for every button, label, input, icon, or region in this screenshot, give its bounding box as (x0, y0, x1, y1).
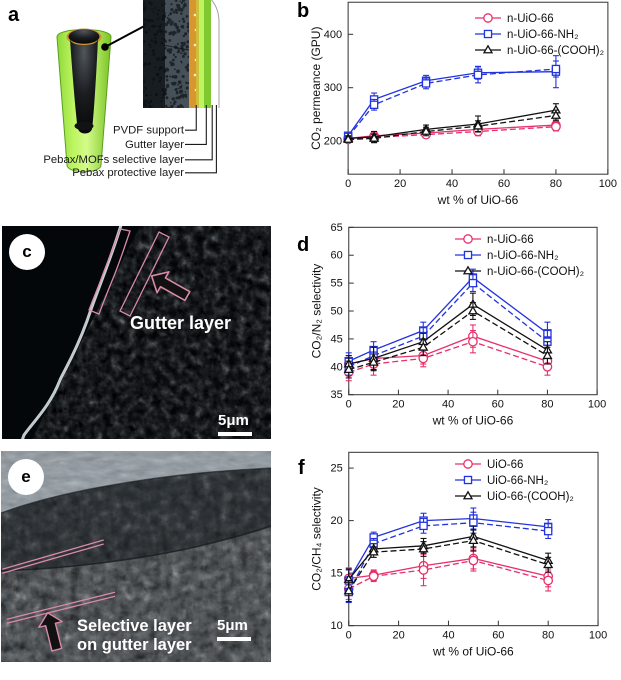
svg-text:20: 20 (392, 399, 404, 411)
svg-text:25: 25 (330, 463, 342, 475)
svg-text:Pebax protective layer: Pebax protective layer (72, 167, 184, 179)
svg-text:100: 100 (588, 399, 606, 411)
svg-text:60: 60 (498, 178, 510, 190)
svg-text:PVDF support: PVDF support (113, 125, 185, 137)
svg-text:n-UiO-66-(COOH)₂: n-UiO-66-(COOH)₂ (507, 45, 604, 57)
svg-text:wt % of UiO-66: wt % of UiO-66 (432, 414, 514, 428)
svg-text:35: 35 (330, 389, 342, 401)
svg-text:80: 80 (542, 630, 554, 642)
svg-text:40: 40 (442, 630, 454, 642)
svg-text:n-UiO-66-NH₂: n-UiO-66-NH₂ (487, 250, 559, 262)
svg-text:UiO-66-NH₂: UiO-66-NH₂ (487, 475, 548, 487)
svg-text:60: 60 (330, 250, 342, 262)
svg-text:300: 300 (324, 82, 342, 94)
svg-text:45: 45 (330, 333, 342, 345)
svg-text:50: 50 (330, 306, 342, 318)
svg-text:0: 0 (346, 399, 352, 411)
svg-text:CO₂ permeance (GPU): CO₂ permeance (GPU) (309, 27, 323, 150)
svg-text:n-UiO-66-(COOH)₂: n-UiO-66-(COOH)₂ (487, 266, 584, 278)
svg-text:Pebax/MOFs selective layer: Pebax/MOFs selective layer (43, 154, 184, 166)
svg-text:40: 40 (446, 178, 458, 190)
svg-text:UiO-66-(COOH)₂: UiO-66-(COOH)₂ (487, 491, 574, 503)
svg-text:100: 100 (599, 178, 617, 190)
svg-text:n-UiO-66: n-UiO-66 (507, 13, 554, 25)
svg-text:20: 20 (394, 178, 406, 190)
svg-text:wt % of UiO-66: wt % of UiO-66 (437, 193, 519, 207)
svg-text:80: 80 (550, 178, 562, 190)
svg-text:55: 55 (330, 278, 342, 290)
svg-text:n-UiO-66: n-UiO-66 (487, 234, 534, 246)
svg-text:60: 60 (492, 399, 504, 411)
svg-text:60: 60 (492, 630, 504, 642)
svg-text:CO₂/N₂ selectivity: CO₂/N₂ selectivity (310, 264, 324, 359)
svg-text:100: 100 (589, 630, 607, 642)
svg-text:0: 0 (346, 630, 352, 642)
svg-text:UiO-66: UiO-66 (487, 459, 523, 471)
svg-text:200: 200 (324, 136, 342, 148)
svg-text:20: 20 (392, 630, 404, 642)
svg-text:40: 40 (442, 399, 454, 411)
svg-text:0: 0 (345, 178, 351, 190)
svg-text:Gutter layer: Gutter layer (125, 139, 184, 151)
svg-text:400: 400 (324, 29, 342, 41)
svg-text:10: 10 (330, 620, 342, 632)
svg-text:40: 40 (330, 361, 342, 373)
svg-text:80: 80 (541, 399, 553, 411)
svg-text:n-UiO-66-NH₂: n-UiO-66-NH₂ (507, 29, 579, 41)
svg-text:wt % of UiO-66: wt % of UiO-66 (432, 645, 514, 659)
svg-text:20: 20 (330, 515, 342, 527)
svg-text:CO₂/CH₄ selectivity: CO₂/CH₄ selectivity (310, 487, 324, 591)
svg-text:15: 15 (330, 568, 342, 580)
